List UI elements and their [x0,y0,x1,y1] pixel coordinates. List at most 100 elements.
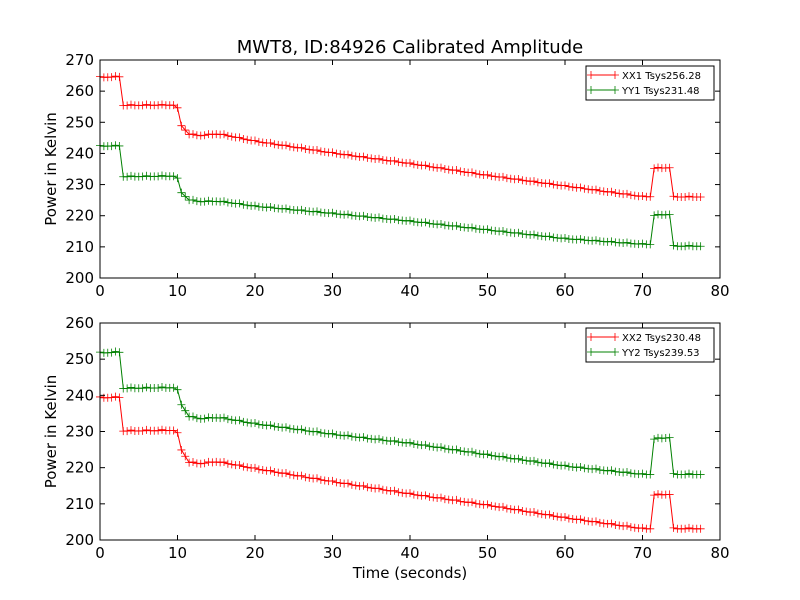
y-tick-label: 220 [65,459,94,477]
data-point-0-0-66 [351,152,360,161]
data-point-0-1-136 [623,238,631,247]
data-point-1-1-49 [285,424,294,433]
data-point-1-0-40 [251,463,259,472]
data-point-1-1-46 [274,423,283,432]
y-axis-label: Power in Kelvin [42,112,60,226]
x-tick-label: 70 [633,282,652,300]
data-point-1-1-109 [518,456,527,465]
data-point-1-1-110 [522,456,531,465]
data-point-0-0-58 [320,147,329,156]
data-point-0-1-60 [328,208,337,217]
data-point-0-1-124 [576,235,585,244]
data-point-0-1-8 [127,171,135,180]
data-point-1-1-77 [394,438,403,447]
data-point-0-0-21 [177,121,186,130]
data-point-1-1-62 [336,431,345,440]
y-tick-label: 240 [65,144,94,162]
data-point-1-0-80 [406,489,414,498]
data-point-1-1-113 [533,458,542,467]
data-point-0-1-139 [634,240,643,249]
data-point-0-0-77 [394,158,403,167]
data-point-1-0-62 [336,479,345,488]
data-point-1-1-97 [471,449,480,458]
data-point-1-0-108 [514,505,523,514]
x-tick-label: 50 [478,544,497,562]
data-point-0-0-116 [545,179,554,188]
data-point-1-1-58 [320,429,329,438]
x-tick-label: 60 [555,282,574,300]
legend-marker-1-b [611,348,619,356]
data-point-0-1-151 [681,242,690,251]
data-point-0-1-148 [669,241,678,250]
y-tick-label: 200 [65,531,94,549]
data-point-0-1-3 [107,142,116,151]
data-point-1-0-4 [111,392,120,401]
data-point-0-0-30 [212,130,221,139]
data-point-0-1-152 [685,241,693,250]
data-point-0-1-128 [592,236,600,245]
data-point-1-0-38 [243,463,252,472]
data-point-0-0-69 [363,153,372,162]
data-point-1-1-32 [220,413,228,422]
data-point-1-0-152 [685,523,693,532]
data-point-1-1-130 [599,466,608,475]
data-point-0-0-70 [367,154,376,163]
data-point-0-0-147 [665,163,674,172]
data-point-0-0-56 [313,145,321,154]
data-point-1-0-77 [394,488,403,497]
data-point-1-1-144 [654,433,662,442]
data-point-1-1-63 [340,431,349,440]
data-point-0-0-140 [638,191,647,200]
data-point-1-0-137 [626,523,635,532]
x-tick-label: 0 [95,544,105,562]
data-point-0-1-27 [200,197,209,206]
data-point-0-0-68 [359,152,368,161]
data-point-0-1-5 [115,141,124,150]
data-point-0-1-15 [154,172,163,181]
data-point-1-0-21 [177,445,186,454]
data-point-0-0-130 [599,187,608,196]
data-point-0-0-86 [429,163,438,172]
legend-marker-0-a [587,333,595,341]
data-point-0-0-16 [158,100,166,109]
data-point-0-1-97 [471,224,480,233]
data-point-0-1-110 [522,230,531,239]
data-point-1-1-61 [332,430,341,439]
data-point-1-0-7 [123,427,132,436]
data-point-1-0-34 [227,460,236,469]
data-point-1-0-98 [475,500,484,509]
data-point-0-1-59 [324,209,333,218]
data-point-0-0-105 [502,174,511,183]
data-point-1-1-140 [638,469,647,478]
data-point-0-0-142 [646,192,655,201]
data-point-0-1-76 [390,214,399,223]
data-point-1-1-126 [584,464,593,473]
data-point-1-0-26 [196,459,205,468]
data-point-0-0-8 [127,100,135,109]
data-point-1-1-67 [355,433,364,442]
legend-label: XX2 Tsys230.48 [622,333,701,344]
x-tick-label: 10 [168,544,187,562]
data-point-0-0-117 [549,180,558,189]
data-point-0-1-36 [235,199,244,208]
data-point-1-0-50 [289,471,298,480]
data-point-1-1-90 [444,445,453,454]
data-point-1-1-80 [406,438,414,447]
data-point-1-1-121 [564,462,573,471]
data-point-0-0-98 [475,170,484,179]
data-point-1-0-41 [254,465,263,474]
data-point-0-0-3 [107,73,116,82]
data-point-0-0-121 [564,182,573,191]
data-point-0-0-7 [123,101,132,110]
data-point-0-0-37 [239,134,248,143]
data-point-0-1-117 [549,233,558,242]
data-point-1-0-15 [154,426,163,435]
data-point-1-0-106 [506,505,515,514]
y-tick-label: 270 [65,51,94,69]
data-point-1-1-25 [192,414,201,423]
data-point-0-0-118 [553,181,562,190]
data-point-0-0-40 [251,136,259,145]
data-point-0-1-101 [487,226,496,235]
data-point-1-0-58 [320,476,329,485]
